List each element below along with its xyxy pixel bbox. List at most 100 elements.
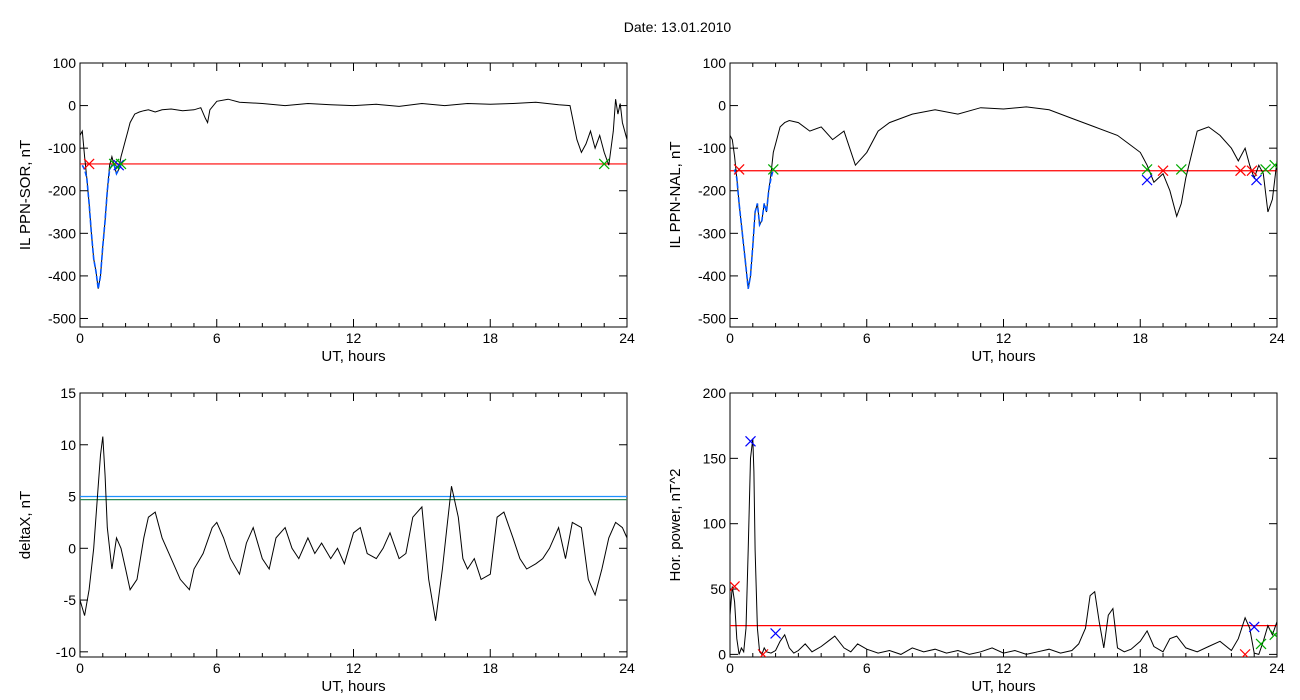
y-tick-label: -400 [48, 268, 76, 284]
x-tick-label: 24 [1269, 330, 1285, 346]
marker-x [1251, 174, 1262, 186]
plot-frame [729, 62, 1278, 328]
plot-area [730, 435, 1277, 657]
y-tick-label: -10 [56, 644, 76, 660]
x-tick-label: 24 [619, 660, 635, 676]
marker-stroke [770, 628, 782, 639]
marker-x [1260, 164, 1272, 175]
marker-x [733, 164, 745, 175]
plot-frame [79, 392, 628, 658]
x-tick-label: 6 [213, 330, 221, 346]
plot-area [730, 106, 1277, 289]
x-tick-label: 0 [726, 330, 734, 346]
marker-x [1141, 164, 1153, 175]
x-tick-label: 24 [1269, 660, 1285, 676]
marker-x [1269, 159, 1277, 171]
marker-x [598, 158, 610, 170]
series-line [730, 438, 1277, 656]
marker-x [1239, 648, 1251, 657]
x-tick-label: 6 [863, 330, 871, 346]
chart-deltax: 0 6 12 18 24 -10 -5 0 5 10 15 UT, hours deltaX, nT [17, 385, 635, 695]
y-axis-label: IL PPN-SOR, nT [17, 140, 34, 250]
x-axis-label: UT, hours [971, 678, 1035, 695]
marker-stroke [1241, 648, 1251, 657]
y-tick-label: -500 [48, 310, 76, 326]
marker-stroke [1235, 165, 1246, 177]
marker-stroke [1269, 162, 1277, 171]
marker-stroke [1246, 165, 1258, 177]
marker-stroke [83, 158, 95, 170]
marker-x [1157, 165, 1169, 177]
marker-x [113, 159, 125, 171]
marker-x [83, 158, 95, 170]
plot-area [80, 436, 627, 621]
y-tick-label: 100 [703, 516, 727, 532]
y-tick-label: 5 [68, 489, 76, 505]
marker-stroke [115, 158, 127, 170]
x-tick-label: 18 [1132, 330, 1148, 346]
marker-x [1269, 629, 1277, 641]
marker-stroke [1141, 164, 1153, 175]
marker-stroke [1157, 165, 1169, 177]
marker-stroke [1248, 621, 1260, 633]
chart-power: 0 6 12 18 24 0 50 100 150 200 UT, hours Hor. power,… [667, 385, 1285, 695]
y-tick-label: -200 [48, 183, 76, 199]
x-tick-label: 18 [482, 660, 498, 676]
x-axis-label: UT, hours [321, 678, 385, 695]
series-line [81, 164, 122, 289]
x-tick-label: 12 [996, 330, 1012, 346]
x-tick-label: 12 [996, 660, 1012, 676]
marker-x [1248, 621, 1260, 633]
marker-x [1246, 165, 1258, 177]
marker-x [745, 435, 756, 447]
x-tick-label: 24 [619, 330, 635, 346]
marker-stroke [767, 164, 779, 175]
x-tick-label: 6 [213, 660, 221, 676]
marker-stroke [733, 164, 745, 175]
y-tick-label: 200 [703, 385, 727, 401]
marker-x [1175, 164, 1187, 175]
y-tick-label: 150 [703, 450, 727, 466]
y-tick-label: -400 [698, 268, 726, 284]
y-tick-label: 0 [718, 646, 726, 662]
marker-x [730, 581, 740, 592]
marker-stroke [745, 435, 756, 447]
y-tick-label: 0 [718, 98, 726, 114]
marker-stroke [730, 581, 740, 592]
marker-stroke [1269, 631, 1277, 641]
marker-stroke [1255, 638, 1267, 650]
marker-x [1141, 174, 1153, 186]
marker-x [757, 648, 769, 657]
x-tick-label: 18 [1132, 660, 1148, 676]
series-line [80, 98, 627, 289]
y-tick-label: -300 [48, 225, 76, 241]
marker-stroke [1175, 164, 1187, 175]
y-tick-label: 10 [60, 437, 76, 453]
chart-nal: 0 6 12 18 24 -500 -400 -300 -200 -100 0 100 UT, hour… [667, 55, 1285, 365]
y-tick-label: -200 [698, 183, 726, 199]
plot-area [80, 98, 627, 289]
x-axis-label: UT, hours [321, 348, 385, 365]
marker-stroke [1260, 164, 1272, 175]
y-axis-label: deltaX, nT [17, 491, 34, 559]
marker-x [1235, 165, 1246, 177]
x-tick-label: 12 [346, 660, 362, 676]
y-tick-label: -500 [698, 310, 726, 326]
y-tick-label: 0 [68, 540, 76, 556]
marker-x [770, 628, 782, 639]
y-tick-label: -5 [64, 592, 77, 608]
series-line [730, 106, 1277, 289]
y-tick-label: 50 [710, 581, 726, 597]
y-axis-label: Hor. power, nT^2 [667, 469, 684, 582]
y-tick-label: 100 [53, 55, 77, 71]
marker-stroke [598, 158, 610, 170]
marker-x [767, 164, 779, 175]
y-tick-label: 0 [68, 98, 76, 114]
marker-stroke [1251, 174, 1262, 186]
x-tick-label: 18 [482, 330, 498, 346]
marker-x [1255, 638, 1267, 650]
page-title: Date: 13.01.2010 [623, 19, 732, 35]
y-tick-label: -100 [698, 140, 726, 156]
